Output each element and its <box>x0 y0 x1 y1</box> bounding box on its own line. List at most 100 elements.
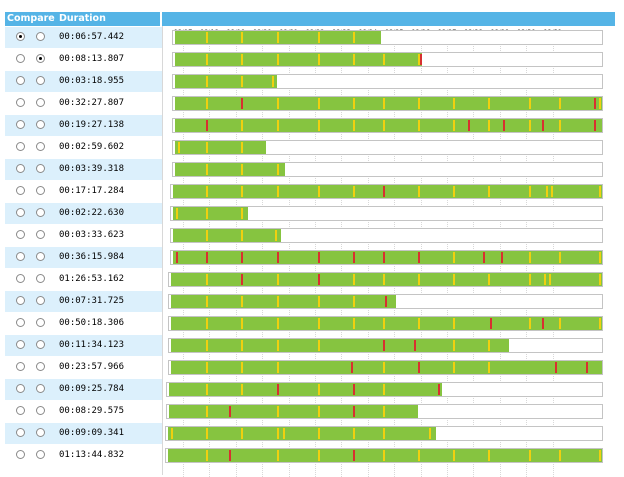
error-marker[interactable] <box>241 252 244 263</box>
error-marker[interactable] <box>228 450 231 461</box>
compare-radio-second[interactable] <box>36 54 45 63</box>
error-marker[interactable] <box>317 252 320 263</box>
compare-radio-first[interactable] <box>16 142 25 151</box>
activity-bar[interactable] <box>174 141 266 154</box>
compare-radio-first[interactable] <box>16 296 25 305</box>
event-marker[interactable] <box>317 384 320 395</box>
event-marker[interactable] <box>383 384 386 395</box>
error-marker[interactable] <box>594 98 597 109</box>
event-marker[interactable] <box>274 230 277 241</box>
event-marker[interactable] <box>544 274 547 285</box>
event-marker[interactable] <box>276 406 279 417</box>
event-marker[interactable] <box>452 186 455 197</box>
error-marker[interactable] <box>241 274 244 285</box>
event-marker[interactable] <box>418 318 421 329</box>
event-marker[interactable] <box>205 98 208 109</box>
activity-bar[interactable] <box>169 383 443 396</box>
compare-radio-first[interactable] <box>16 32 25 41</box>
event-marker[interactable] <box>241 340 244 351</box>
event-marker[interactable] <box>487 186 490 197</box>
event-marker[interactable] <box>598 450 601 461</box>
compare-radio-second[interactable] <box>36 362 45 371</box>
event-marker[interactable] <box>241 230 244 241</box>
event-marker[interactable] <box>177 142 180 153</box>
error-marker[interactable] <box>594 120 597 131</box>
event-marker[interactable] <box>205 32 208 43</box>
compare-radio-second[interactable] <box>36 296 45 305</box>
error-marker[interactable] <box>352 384 355 395</box>
event-marker[interactable] <box>276 318 279 329</box>
error-marker[interactable] <box>385 296 388 307</box>
event-marker[interactable] <box>418 186 421 197</box>
session-timeline-track[interactable] <box>164 448 603 463</box>
event-marker[interactable] <box>205 428 208 439</box>
event-marker[interactable] <box>559 252 562 263</box>
event-marker[interactable] <box>276 362 279 373</box>
event-marker[interactable] <box>352 32 355 43</box>
event-marker[interactable] <box>452 362 455 373</box>
event-marker[interactable] <box>559 98 562 109</box>
event-marker[interactable] <box>276 98 279 109</box>
compare-radio-first[interactable] <box>16 406 25 415</box>
event-marker[interactable] <box>205 450 208 461</box>
compare-radio-first[interactable] <box>16 76 25 85</box>
event-marker[interactable] <box>452 120 455 131</box>
session-timeline-track[interactable] <box>166 404 603 419</box>
session-timeline-track[interactable] <box>168 294 603 309</box>
event-marker[interactable] <box>487 450 490 461</box>
error-marker[interactable] <box>418 362 421 373</box>
session-timeline-track[interactable] <box>168 338 603 353</box>
event-marker[interactable] <box>205 230 208 241</box>
event-marker[interactable] <box>276 450 279 461</box>
compare-radio-second[interactable] <box>36 208 45 217</box>
compare-radio-first[interactable] <box>16 384 25 393</box>
event-marker[interactable] <box>383 406 386 417</box>
event-marker[interactable] <box>276 120 279 131</box>
error-marker[interactable] <box>276 384 279 395</box>
error-marker[interactable] <box>228 406 231 417</box>
event-marker[interactable] <box>598 318 601 329</box>
activity-bar[interactable] <box>171 273 602 286</box>
event-marker[interactable] <box>241 32 244 43</box>
error-marker[interactable] <box>383 340 386 351</box>
event-marker[interactable] <box>418 54 421 65</box>
event-marker[interactable] <box>317 406 320 417</box>
session-timeline-track[interactable] <box>164 426 603 441</box>
compare-radio-second[interactable] <box>36 428 45 437</box>
event-marker[interactable] <box>317 54 320 65</box>
event-marker[interactable] <box>317 98 320 109</box>
event-marker[interactable] <box>529 98 532 109</box>
activity-bar[interactable] <box>174 119 602 132</box>
compare-radio-first[interactable] <box>16 318 25 327</box>
compare-column-header[interactable]: Compare <box>5 12 57 26</box>
compare-radio-second[interactable] <box>36 98 45 107</box>
session-timeline-track[interactable] <box>171 140 603 155</box>
error-marker[interactable] <box>205 120 208 131</box>
event-marker[interactable] <box>418 274 421 285</box>
event-marker[interactable] <box>352 120 355 131</box>
compare-radio-second[interactable] <box>36 186 45 195</box>
activity-bar[interactable] <box>172 185 602 198</box>
event-marker[interactable] <box>487 98 490 109</box>
event-marker[interactable] <box>529 274 532 285</box>
event-marker[interactable] <box>241 384 244 395</box>
event-marker[interactable] <box>452 98 455 109</box>
compare-radio-second[interactable] <box>36 252 45 261</box>
event-marker[interactable] <box>546 186 549 197</box>
event-marker[interactable] <box>317 450 320 461</box>
compare-radio-first[interactable] <box>16 230 25 239</box>
event-marker[interactable] <box>529 450 532 461</box>
event-marker[interactable] <box>205 164 208 175</box>
error-marker[interactable] <box>555 362 558 373</box>
error-marker[interactable] <box>483 252 486 263</box>
event-marker[interactable] <box>418 120 421 131</box>
event-marker[interactable] <box>276 428 279 439</box>
error-marker[interactable] <box>489 318 492 329</box>
compare-radio-second[interactable] <box>36 406 45 415</box>
error-marker[interactable] <box>241 98 244 109</box>
event-marker[interactable] <box>317 318 320 329</box>
event-marker[interactable] <box>175 208 178 219</box>
error-marker[interactable] <box>418 252 421 263</box>
compare-radio-first[interactable] <box>16 274 25 283</box>
compare-radio-first[interactable] <box>16 98 25 107</box>
